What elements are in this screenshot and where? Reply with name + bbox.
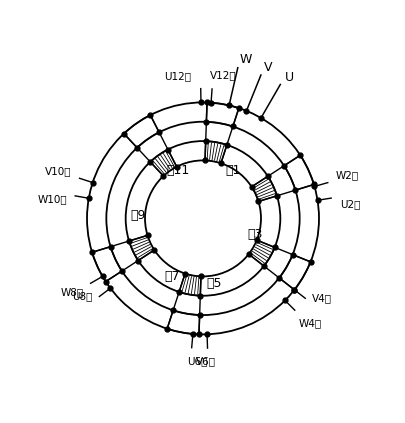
Text: U: U (284, 71, 293, 84)
Text: 䅇3: 䅇3 (247, 228, 262, 242)
Text: V: V (263, 61, 272, 74)
Text: V12下: V12下 (210, 71, 236, 80)
Text: 䅇11: 䅇11 (166, 164, 189, 176)
Text: U12上: U12上 (164, 71, 190, 81)
Text: 䅇1: 䅇1 (225, 164, 241, 176)
Text: W4下: W4下 (298, 318, 321, 328)
Text: U8下: U8下 (72, 291, 92, 302)
Text: W: W (239, 53, 252, 66)
Text: V6下: V6下 (195, 356, 215, 366)
Text: W2上: W2上 (335, 170, 358, 180)
Text: 䅇7: 䅇7 (164, 270, 180, 283)
Text: W10下: W10下 (37, 195, 67, 204)
Text: 䅇9: 䅇9 (130, 209, 145, 222)
Text: U6上: U6上 (187, 357, 207, 366)
Text: U2下: U2下 (339, 199, 359, 209)
Text: W8上: W8上 (60, 288, 83, 297)
Text: V4上: V4上 (311, 294, 331, 303)
Text: V10上: V10上 (45, 166, 72, 176)
Text: 䅇5: 䅇5 (206, 277, 221, 290)
